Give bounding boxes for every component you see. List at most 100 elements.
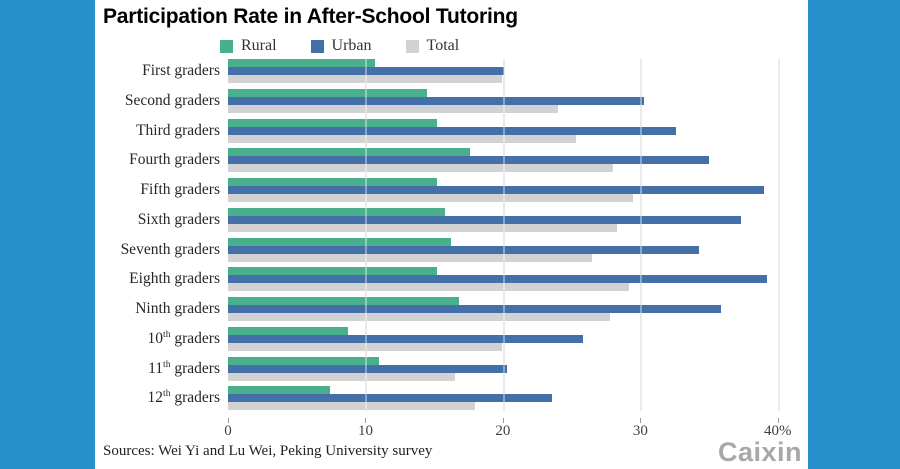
bar-urban	[228, 96, 645, 105]
chart-row: Seventh graders	[103, 237, 808, 268]
chart-row: Fourth graders	[103, 148, 808, 178]
bar-urban	[228, 215, 741, 224]
chart-title: Participation Rate in After-School Tutor…	[103, 5, 518, 28]
bar-urban	[228, 245, 700, 254]
bar-rural	[228, 297, 459, 305]
bars-group	[228, 207, 808, 232]
bar-total	[228, 223, 617, 232]
bar-total	[228, 372, 455, 381]
chart: First graders Second graders Third graders…	[103, 59, 808, 440]
chart-row: Sixth graders	[103, 207, 808, 238]
legend-swatch-total	[405, 39, 419, 53]
bars-group	[228, 118, 808, 143]
legend-label: Urban	[331, 37, 372, 54]
category-label: 11th graders	[148, 358, 220, 377]
legend-swatch-rural	[220, 39, 233, 53]
bar-rows: First graders Second graders Third graders…	[103, 59, 808, 416]
bars-group	[228, 59, 808, 83]
bar-rural	[228, 88, 428, 97]
gridline-20	[502, 59, 505, 411]
category-label: Sixth graders	[137, 210, 220, 228]
bars-group	[228, 88, 808, 113]
bar-total	[228, 194, 634, 202]
category-label: 12th graders	[147, 388, 220, 407]
category-label: 10th graders	[147, 328, 220, 347]
legend: Rural Urban Total	[220, 37, 808, 55]
bar-total	[228, 283, 630, 292]
bar-rural	[228, 207, 446, 216]
bar-total	[228, 313, 611, 321]
bar-urban	[228, 126, 677, 135]
bars-group	[228, 178, 808, 202]
bar-total	[228, 104, 558, 113]
bars-group	[228, 326, 808, 351]
source-note: Sources: Wei Yi and Lu Wei, Peking Unive…	[103, 443, 433, 459]
category-label: Eighth graders	[129, 270, 220, 288]
gridline-40	[777, 59, 780, 411]
bar-total	[228, 253, 593, 262]
axis-tick-label: 10	[357, 423, 373, 439]
left-border-panel	[0, 0, 95, 469]
legend-item-rural: Rural	[220, 37, 277, 55]
legend-swatch-urban	[310, 39, 324, 53]
bar-total	[228, 164, 613, 173]
bar-urban	[228, 305, 722, 313]
bar-urban	[228, 67, 505, 75]
chart-row: First graders	[103, 59, 808, 89]
chart-row: Second graders	[103, 88, 808, 119]
bar-total	[228, 75, 502, 83]
category-label: Fifth graders	[140, 181, 220, 198]
axis-tick-label: 20	[495, 423, 511, 439]
chart-card: Participation Rate in After-School Tutor…	[95, 0, 808, 469]
axis-tick	[777, 418, 779, 423]
bar-urban	[228, 156, 710, 165]
category-label: Third graders	[136, 121, 220, 139]
chart-row: 12th graders	[103, 386, 808, 416]
chart-row: 10th graders	[103, 326, 808, 357]
category-label: Second graders	[124, 91, 220, 109]
axis-tick	[640, 418, 642, 423]
bar-rural	[228, 148, 470, 157]
category-label: Seventh graders	[120, 240, 220, 258]
bar-urban	[228, 334, 583, 343]
axis-tick-label: 30	[632, 423, 648, 439]
legend-item-urban: Urban	[310, 37, 372, 55]
bar-rural	[228, 356, 380, 365]
axis-tick	[228, 418, 229, 423]
caixin-logo: Caixin	[717, 437, 802, 467]
axis-tick	[502, 418, 504, 423]
bar-total	[228, 342, 502, 351]
bars-group	[228, 356, 808, 381]
bar-rural	[228, 178, 437, 186]
bar-urban	[228, 394, 553, 403]
bar-rural	[228, 326, 348, 335]
axis-tick-label: 40%	[764, 423, 792, 439]
chart-row: Ninth graders	[103, 297, 808, 327]
bar-rural	[228, 386, 330, 395]
bar-rural	[228, 118, 437, 127]
bar-urban	[228, 186, 765, 194]
bar-rural	[228, 237, 451, 246]
category-label: Ninth graders	[135, 300, 220, 317]
bar-urban	[228, 275, 767, 284]
legend-label: Total	[426, 37, 460, 54]
axis-tick-label: 0	[224, 423, 232, 439]
gridline-30	[640, 59, 643, 411]
bar-rural	[228, 267, 437, 276]
chart-row: 11th graders	[103, 356, 808, 387]
right-border-panel	[808, 0, 900, 469]
bar-total	[228, 402, 476, 411]
legend-item-total: Total	[405, 37, 460, 55]
bars-group	[228, 267, 808, 292]
bars-group	[228, 297, 808, 321]
axis-tick	[365, 418, 367, 423]
x-axis: 0 10 20 30 40%	[224, 416, 808, 440]
bar-rural	[228, 59, 376, 67]
bar-total	[228, 134, 576, 143]
chart-row: Fifth graders	[103, 178, 808, 208]
legend-label: Rural	[241, 37, 277, 54]
category-label: First graders	[142, 62, 220, 79]
gridlines-back	[228, 59, 808, 411]
chart-row: Third graders	[103, 118, 808, 149]
gridline-10	[365, 59, 368, 411]
